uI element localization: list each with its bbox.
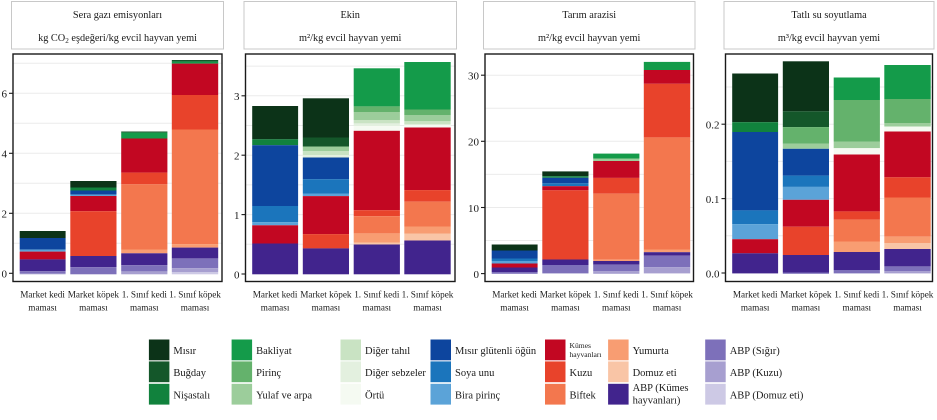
svg-text:Nişastalı: Nişastalı	[173, 390, 210, 401]
svg-text:Buğday: Buğday	[173, 368, 206, 379]
svg-text:Biftek: Biftek	[570, 390, 597, 401]
svg-text:Market kedi: Market kedi	[733, 290, 778, 300]
svg-text:Kuzu: Kuzu	[570, 368, 593, 379]
svg-text:maması: maması	[413, 302, 442, 312]
svg-text:1: 1	[234, 210, 240, 222]
svg-text:Tarım arazisi: Tarım arazisi	[562, 10, 616, 21]
svg-text:Mısır glütenli öğün: Mısır glütenli öğün	[455, 346, 537, 357]
svg-text:maması: maması	[741, 302, 770, 312]
svg-text:Market kedi: Market kedi	[492, 290, 537, 300]
svg-text:maması: maması	[130, 302, 159, 312]
svg-text:Bakliyat: Bakliyat	[256, 346, 292, 357]
svg-text:maması: maması	[500, 302, 529, 312]
svg-text:1. Sınıf köpek: 1. Sınıf köpek	[641, 290, 693, 300]
svg-text:1. Sınıf köpek: 1. Sınıf köpek	[169, 290, 221, 300]
svg-text:ABP (Kümes: ABP (Kümes	[633, 383, 689, 394]
svg-text:0.2: 0.2	[706, 120, 720, 132]
svg-text:Soya unu: Soya unu	[455, 368, 495, 379]
svg-text:Diğer tahıl: Diğer tahıl	[365, 346, 410, 357]
svg-text:1. Sınıf kedi: 1. Sınıf kedi	[122, 290, 168, 300]
svg-text:Market kedi: Market kedi	[253, 290, 298, 300]
svg-text:maması: maması	[602, 302, 631, 312]
svg-text:maması: maması	[893, 302, 922, 312]
svg-text:0.0: 0.0	[706, 268, 720, 280]
svg-text:maması: maması	[181, 302, 210, 312]
svg-text:Market köpek: Market köpek	[68, 290, 120, 300]
svg-text:maması: maması	[792, 302, 821, 312]
svg-text:2: 2	[2, 209, 8, 221]
svg-text:ABP (Domuz eti): ABP (Domuz eti)	[730, 390, 804, 401]
svg-text:ABP (Kuzu): ABP (Kuzu)	[730, 368, 783, 379]
svg-text:30: 30	[468, 71, 480, 83]
svg-text:0.1: 0.1	[706, 194, 720, 206]
svg-text:Ekin: Ekin	[340, 10, 359, 21]
svg-text:Mısır: Mısır	[173, 346, 196, 357]
svg-text:maması: maması	[28, 302, 57, 312]
svg-text:hayvanları): hayvanları)	[633, 396, 681, 407]
svg-text:m²/kg evcil hayvan yemi: m²/kg evcil hayvan yemi	[299, 33, 401, 44]
svg-text:Market köpek: Market köpek	[300, 290, 352, 300]
svg-text:6: 6	[2, 89, 8, 101]
svg-text:m³/kg evcil hayvan yemi: m³/kg evcil hayvan yemi	[778, 33, 880, 44]
svg-text:Market köpek: Market köpek	[540, 290, 592, 300]
svg-text:Kümes: Kümes	[570, 341, 592, 350]
svg-text:maması: maması	[653, 302, 682, 312]
svg-text:0: 0	[474, 269, 480, 281]
svg-text:0: 0	[2, 269, 8, 281]
svg-text:maması: maması	[843, 302, 872, 312]
svg-text:kg CO2 eşdeğeri/kg evcil hayva: kg CO2 eşdeğeri/kg evcil hayvan yemi	[38, 33, 197, 45]
svg-text:maması: maması	[79, 302, 108, 312]
svg-text:Diğer sebzeler: Diğer sebzeler	[365, 368, 426, 379]
svg-text:1. Sınıf köpek: 1. Sınıf köpek	[402, 290, 454, 300]
svg-text:Pirinç: Pirinç	[256, 368, 281, 379]
svg-text:Yulaf ve arpa: Yulaf ve arpa	[256, 390, 312, 401]
svg-text:2: 2	[234, 151, 240, 163]
svg-text:Market kedi: Market kedi	[20, 290, 65, 300]
svg-text:4: 4	[2, 149, 8, 161]
svg-text:Yumurta: Yumurta	[633, 346, 670, 357]
svg-text:1. Sınıf köpek: 1. Sınıf köpek	[882, 290, 934, 300]
svg-text:maması: maması	[312, 302, 341, 312]
svg-text:1. Sınıf kedi: 1. Sınıf kedi	[834, 290, 880, 300]
svg-text:0: 0	[234, 269, 240, 281]
svg-text:3: 3	[234, 91, 240, 103]
svg-text:1. Sınıf kedi: 1. Sınıf kedi	[594, 290, 640, 300]
svg-text:10: 10	[468, 203, 480, 215]
svg-text:m²/kg evcil hayvan yemi: m²/kg evcil hayvan yemi	[538, 33, 640, 44]
svg-text:maması: maması	[363, 302, 392, 312]
svg-text:ABP (Sığır): ABP (Sığır)	[730, 346, 781, 357]
svg-text:maması: maması	[551, 302, 580, 312]
svg-text:Tatlı su soyutlama: Tatlı su soyutlama	[791, 10, 867, 21]
svg-text:hayvanları: hayvanları	[570, 350, 602, 359]
svg-text:Sera gazı emisyonları: Sera gazı emisyonları	[73, 10, 162, 21]
svg-text:maması: maması	[261, 302, 290, 312]
svg-text:Domuz eti: Domuz eti	[633, 368, 677, 379]
svg-text:1. Sınıf kedi: 1. Sınıf kedi	[354, 290, 400, 300]
svg-text:Market köpek: Market köpek	[780, 290, 832, 300]
svg-text:Örtü: Örtü	[365, 389, 385, 401]
svg-text:Bira pirinç: Bira pirinç	[455, 390, 501, 401]
svg-text:20: 20	[468, 137, 480, 149]
